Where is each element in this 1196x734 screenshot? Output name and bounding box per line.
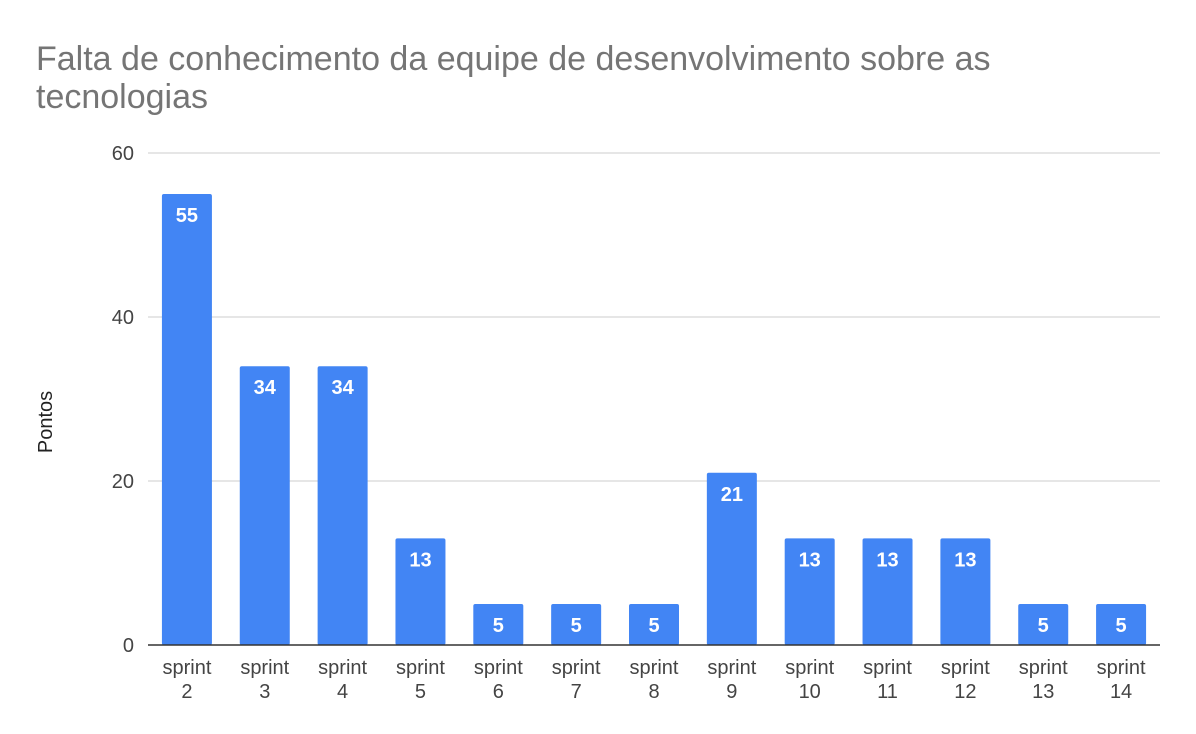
data-label: 5 xyxy=(648,615,659,637)
bars xyxy=(161,194,1147,645)
bar xyxy=(629,604,679,645)
data-label: 5 xyxy=(571,615,582,637)
x-tick-label: sprint xyxy=(863,657,912,679)
y-tick-label: 60 xyxy=(112,143,134,165)
data-label: 13 xyxy=(954,549,976,571)
y-axis-label: Pontos xyxy=(35,391,57,453)
x-tick-label: sprint xyxy=(318,657,367,679)
x-tick-label: sprint xyxy=(1097,657,1146,679)
data-label: 34 xyxy=(331,377,354,399)
bar xyxy=(706,472,757,645)
data-label: 13 xyxy=(409,549,431,571)
data-label: 55 xyxy=(176,205,198,227)
bar xyxy=(395,538,446,645)
bar xyxy=(1096,604,1147,645)
x-tick-label: sprint xyxy=(1019,657,1068,679)
bar xyxy=(862,538,913,645)
y-tick-label: 0 xyxy=(123,635,134,657)
data-label: 5 xyxy=(1038,615,1049,637)
bar xyxy=(317,366,368,645)
bar xyxy=(161,194,212,645)
x-tick-label: sprint xyxy=(162,657,211,679)
x-tick-label: 14 xyxy=(1110,681,1132,703)
x-tick-label: 3 xyxy=(259,681,270,703)
x-tick-label: sprint xyxy=(474,657,523,679)
x-tick-label: 7 xyxy=(571,681,582,703)
x-tick-label: 6 xyxy=(493,681,504,703)
x-tick-label: sprint xyxy=(396,657,445,679)
gridlines xyxy=(148,152,1160,482)
y-tick-labels: 0 20 40 60 xyxy=(112,143,134,657)
bar xyxy=(239,366,290,645)
y-tick-label: 20 xyxy=(112,471,134,493)
bar xyxy=(784,538,835,645)
data-label: 13 xyxy=(876,549,898,571)
bar xyxy=(1018,604,1069,645)
x-tick-label: sprint xyxy=(941,657,990,679)
x-tick-label: 9 xyxy=(726,681,737,703)
x-tick-label: 12 xyxy=(954,681,976,703)
data-label: 5 xyxy=(493,615,504,637)
x-tick-label: sprint xyxy=(552,657,601,679)
x-tick-label: sprint xyxy=(785,657,834,679)
bar xyxy=(473,604,524,645)
bar xyxy=(551,604,602,645)
x-tick-label: 13 xyxy=(1032,681,1054,703)
data-label: 13 xyxy=(799,549,821,571)
x-tick-label: 2 xyxy=(181,681,192,703)
chart-title-line-2: tecnologias xyxy=(36,78,208,116)
x-tick-label: 4 xyxy=(337,681,348,703)
data-label: 5 xyxy=(1116,615,1127,637)
x-tick-label: sprint xyxy=(707,657,756,679)
data-label: 21 xyxy=(721,484,743,506)
data-label: 34 xyxy=(254,377,277,399)
x-tick-label: sprint xyxy=(630,657,679,679)
x-tick-label: sprint xyxy=(240,657,289,679)
y-tick-label: 40 xyxy=(112,307,134,329)
x-tick-label: 11 xyxy=(877,681,898,703)
x-tick-label: 8 xyxy=(648,681,659,703)
bar xyxy=(940,538,991,645)
x-tick-label: 10 xyxy=(799,681,821,703)
x-tick-labels: sprint2sprint3sprint4sprint5sprint6sprin… xyxy=(162,657,1146,703)
x-tick-label: 5 xyxy=(415,681,426,703)
chart-title-line-1: Falta de conhecimento da equipe de desen… xyxy=(36,40,991,78)
